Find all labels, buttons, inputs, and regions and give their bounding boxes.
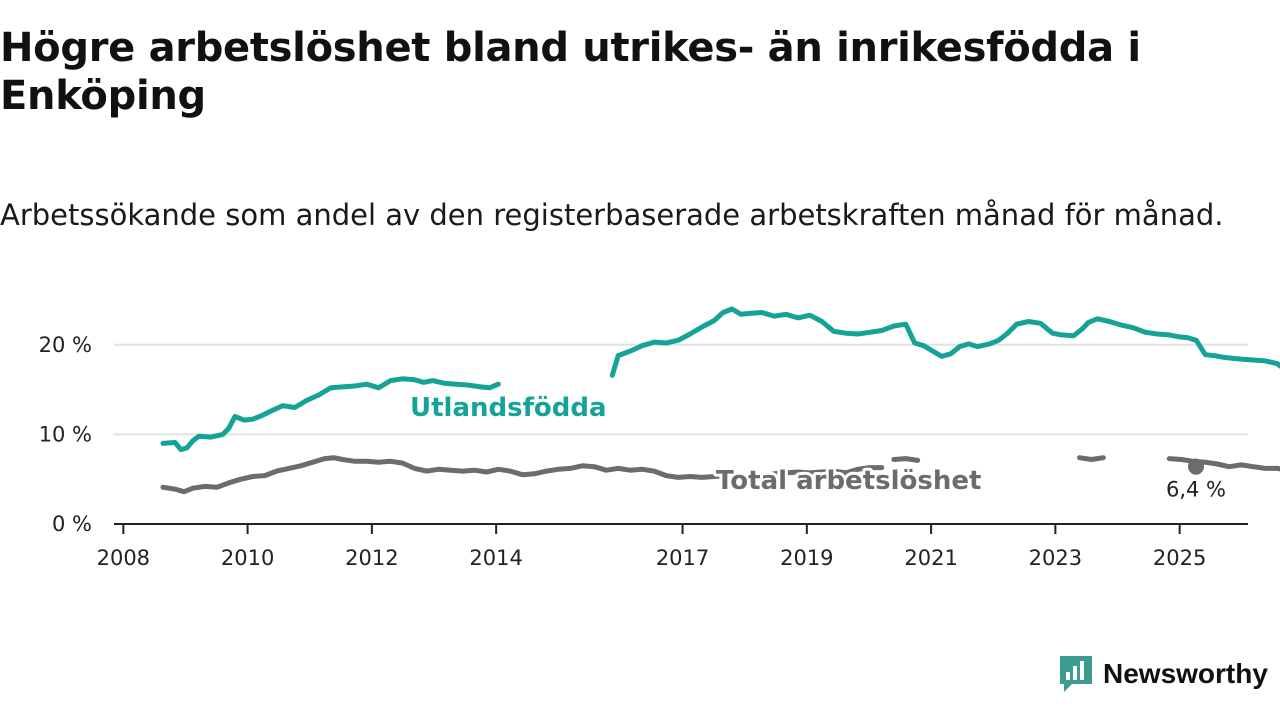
brand-logo: Newsworthy [1058, 654, 1268, 694]
x-tick-label: 2023 [1029, 546, 1082, 570]
series-line-total [1077, 455, 1106, 462]
newsworthy-logo-icon [1060, 656, 1092, 692]
series-line-total [160, 455, 885, 495]
axis-layer: 0 % 10 % 20 % 2008 2010 2012 2014 2017 2019 2021 2… [39, 333, 1248, 570]
series-label-total: Total arbetslöshet [716, 466, 981, 496]
line-chart: 0 % 10 % 20 % 2008 2010 2012 2014 2017 2019 2021 2… [39, 306, 1280, 570]
end-value-label: 6,4 % [1166, 478, 1226, 502]
series-layer [160, 306, 1280, 495]
x-tick-label: 2019 [780, 546, 833, 570]
brand-name: Newsworthy [1103, 658, 1268, 689]
x-tick-label: 2025 [1153, 546, 1206, 570]
x-tick-label: 2010 [221, 546, 274, 570]
y-tick-label: 0 % [52, 512, 92, 536]
grid-layer [114, 343, 1248, 436]
series-label-utlandsfodda: Utlandsfödda [410, 393, 607, 423]
x-tick-label: 2008 [97, 546, 150, 570]
series-line-utlandsfodda [609, 306, 1280, 378]
y-tick-label: 10 % [39, 422, 92, 446]
x-tick-label: 2012 [345, 546, 398, 570]
x-tick-label: 2017 [656, 546, 709, 570]
x-tick-label: 2021 [904, 546, 957, 570]
series-line-utlandsfodda [160, 376, 501, 453]
x-tick-label: 2014 [469, 546, 522, 570]
y-tick-label: 20 % [39, 333, 92, 357]
series-line-total [1166, 456, 1280, 472]
series-line-total [891, 456, 921, 463]
chart-subtitle: Arbetssökande som andel av den registerb… [0, 198, 1224, 232]
end-point-marker [1188, 458, 1204, 475]
chart-title: Högre arbetslöshet bland utrikes- än inr… [0, 25, 1141, 119]
series-label-total-halo: Total arbetslöshet [716, 466, 981, 496]
